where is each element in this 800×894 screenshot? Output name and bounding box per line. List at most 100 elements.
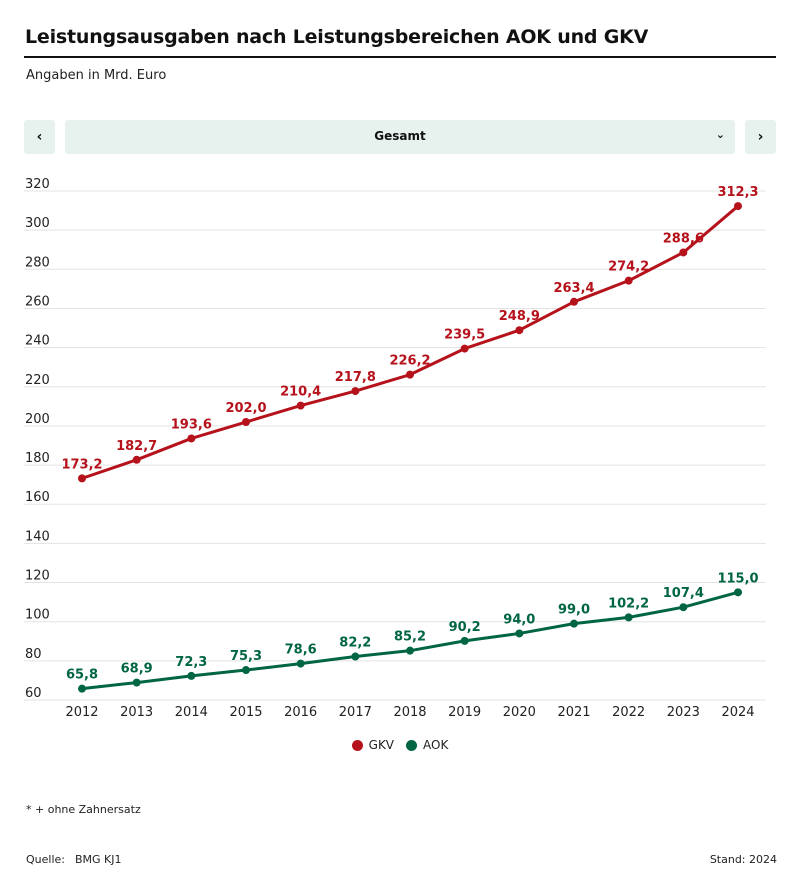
- y-tick-label: 120: [25, 569, 50, 584]
- aok-data-label: 75,3: [230, 649, 262, 664]
- y-axis: 60 80 100 120 140 160 180 200 220 240 260 280 300 320: [25, 177, 50, 701]
- aok-data-label: 94,0: [503, 612, 535, 627]
- gkv-point: [296, 401, 305, 410]
- aok-point: [78, 684, 86, 693]
- gkv-data-label: 263,4: [553, 281, 594, 296]
- grid-layer: [24, 190, 766, 701]
- y-tick-label: 80: [25, 647, 42, 662]
- y-tick-label: 260: [25, 294, 50, 309]
- x-tick-label: 2024: [721, 705, 754, 720]
- chevron-left-icon: ‹: [36, 129, 43, 145]
- series-gkv: 173,2 182,7 193,6 202,0 210,4 217,8 226,2 239,5…: [61, 185, 759, 483]
- aok-data-label: 107,4: [663, 586, 704, 601]
- legend-item-gkv[interactable]: GKV: [351, 738, 395, 752]
- x-tick-label: 2013: [120, 705, 153, 720]
- aok-point: [679, 603, 688, 612]
- y-tick-label: 280: [25, 255, 50, 270]
- aok-point: [624, 613, 633, 622]
- aok-point: [296, 659, 305, 668]
- source-value: BMG KJ1: [74, 853, 122, 866]
- aok-point: [242, 666, 250, 675]
- gkv-data-label: 182,7: [116, 439, 157, 454]
- y-tick-label: 240: [25, 334, 50, 349]
- gkv-point: [679, 248, 688, 257]
- legend: GKV AOK: [0, 738, 800, 752]
- legend-label: AOK: [423, 738, 449, 752]
- y-tick-label: 140: [25, 529, 50, 544]
- aok-point: [460, 636, 469, 645]
- gkv-data-label: 173,2: [61, 457, 102, 472]
- aok-data-label: 82,2: [339, 636, 371, 651]
- series-layer: 173,2 182,7 193,6 202,0 210,4 217,8 226,2 239,5…: [61, 185, 759, 693]
- legend-label: GKV: [368, 738, 395, 752]
- gkv-data-label: 193,6: [171, 417, 212, 432]
- category-select-value: Gesamt: [374, 129, 426, 143]
- legend-item-aok[interactable]: AOK: [406, 738, 448, 752]
- chart-title: Leistungsausgaben nach Leistungsbereiche…: [25, 26, 649, 48]
- x-tick-label: 2015: [229, 705, 262, 720]
- next-button[interactable]: ›: [745, 120, 776, 154]
- aok-data-label: 102,2: [608, 596, 649, 611]
- aok-data-label: 99,0: [558, 603, 590, 618]
- previous-button[interactable]: ‹: [24, 120, 55, 154]
- aok-data-label: 65,8: [66, 668, 98, 683]
- y-tick-label: 160: [25, 490, 50, 505]
- chart-subtitle: Angaben in Mrd. Euro: [26, 68, 167, 83]
- x-axis: 2012 2013 2014 2015 2016 2017 2018 2019 2020 2021…: [65, 705, 754, 720]
- gkv-data-label: 202,0: [225, 401, 266, 416]
- y-tick-label: 200: [25, 412, 50, 427]
- x-tick-label: 2019: [448, 705, 481, 720]
- gkv-data-label: 312,3: [717, 185, 758, 200]
- y-tick-label: 300: [25, 216, 50, 231]
- aok-data-label: 68,9: [121, 662, 153, 677]
- aok-dot-icon: [406, 739, 418, 751]
- y-tick-label: 60: [25, 686, 42, 701]
- aok-point: [406, 646, 414, 655]
- aok-data-label: 72,3: [175, 655, 207, 670]
- gkv-point: [460, 344, 469, 353]
- series-aok: 65,8 68,9 72,3 75,3 78,6 82,2 85,2 90,2 94,0 99,0…: [66, 571, 759, 693]
- aok-data-label: 85,2: [394, 630, 426, 645]
- gkv-line: [81, 204, 739, 480]
- gkv-point: [624, 276, 633, 285]
- x-tick-label: 2022: [612, 705, 645, 720]
- gkv-point: [406, 370, 414, 379]
- aok-point: [570, 619, 578, 628]
- gkv-data-label: 274,2: [608, 260, 649, 275]
- footnote: * + ohne Zahnersatz: [26, 803, 141, 816]
- gkv-point: [515, 326, 524, 335]
- aok-point: [515, 629, 524, 638]
- x-tick-label: 2014: [175, 705, 208, 720]
- aok-point: [351, 652, 360, 661]
- gkv-data-label: 217,8: [335, 370, 376, 385]
- aok-point: [132, 678, 141, 687]
- x-tick-label: 2018: [393, 705, 426, 720]
- y-tick-label: 320: [25, 177, 50, 192]
- gkv-dot-icon: [351, 739, 363, 751]
- gkv-data-label: 226,2: [389, 354, 430, 369]
- gkv-point: [242, 418, 250, 427]
- gkv-data-label: 288,6: [663, 231, 704, 246]
- gkv-data-label: 248,9: [499, 309, 540, 324]
- gkv-point: [351, 387, 360, 396]
- stand-date: Stand: 2024: [709, 853, 777, 866]
- category-select[interactable]: Gesamt ⌄: [65, 120, 735, 154]
- gkv-data-label: 210,4: [280, 385, 321, 400]
- x-tick-label: 2016: [284, 705, 317, 720]
- aok-data-label: 115,0: [717, 571, 758, 586]
- aok-data-label: 90,2: [449, 620, 481, 635]
- chevron-right-icon: ›: [757, 129, 764, 145]
- x-tick-label: 2023: [667, 705, 700, 720]
- x-tick-label: 2020: [503, 705, 536, 720]
- x-tick-label: 2017: [339, 705, 372, 720]
- source-label: Quelle:: [26, 853, 65, 866]
- gkv-point: [570, 297, 578, 306]
- source: Quelle: BMG KJ1: [26, 853, 122, 866]
- gkv-point: [187, 434, 196, 443]
- title-divider: [24, 56, 776, 58]
- aok-data-label: 78,6: [285, 643, 317, 658]
- aok-point: [187, 671, 196, 680]
- aok-point: [734, 588, 742, 597]
- y-tick-label: 180: [25, 451, 50, 466]
- gkv-point: [734, 202, 742, 211]
